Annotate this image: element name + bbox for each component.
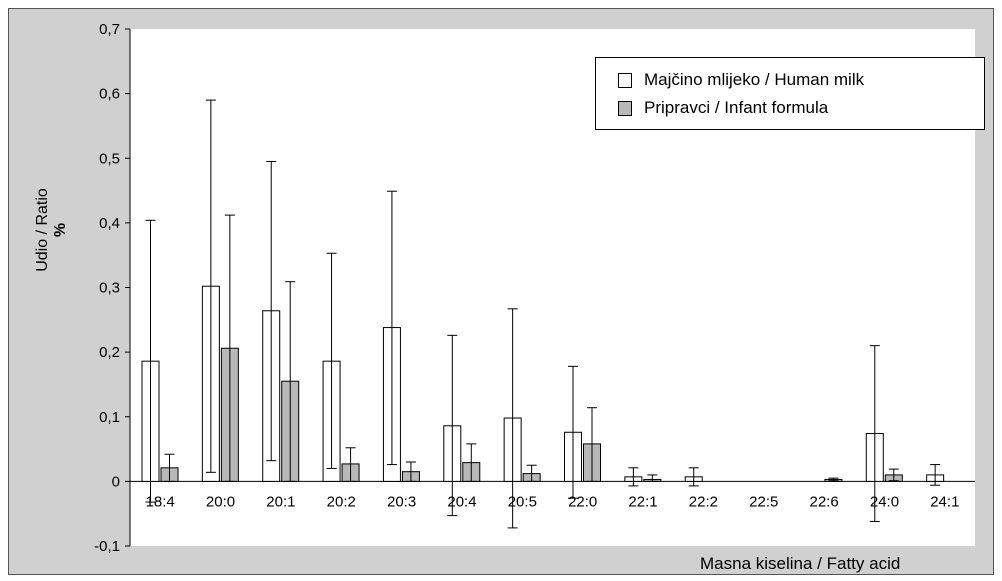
legend-swatch-human-milk — [618, 72, 632, 88]
x-tick-label: 18:4 — [146, 493, 175, 510]
x-tick-label: 20:3 — [387, 493, 416, 510]
legend-label-human-milk: Majčino mlijeko / Human milk — [644, 70, 865, 89]
x-tick-label: 20:2 — [327, 493, 356, 510]
y-tick-label: 0,5 — [99, 150, 120, 167]
legend-label-infant-formula: Pripravci / Infant formula — [644, 98, 829, 117]
x-tick-label: 22:5 — [749, 493, 778, 510]
legend-item-human-milk: Majčino mlijeko / Human milk — [618, 69, 864, 91]
x-tick-label: 22:2 — [689, 493, 718, 510]
x-tick-label: 20:4 — [447, 493, 476, 510]
y-tick-label: 0,1 — [99, 409, 120, 426]
x-axis-label: Masna kiselina / Fatty acid — [700, 554, 901, 573]
y-tick-label: 0,3 — [99, 280, 120, 297]
x-tick-label: 24:0 — [870, 493, 899, 510]
legend-item-infant-formula: Pripravci / Infant formula — [618, 97, 828, 119]
x-tick-label: 20:1 — [266, 493, 295, 510]
x-tick-label: 24:1 — [930, 493, 959, 510]
x-tick-label: 22:0 — [568, 493, 597, 510]
legend: Majčino mlijeko / Human milk Pripravci /… — [595, 57, 985, 130]
x-tick-label: 22:1 — [628, 493, 657, 510]
x-tick-label: 20:5 — [508, 493, 537, 510]
y-tick-label: 0,7 — [99, 21, 120, 38]
y-tick-label: 0,6 — [99, 86, 120, 103]
y-tick-label: -0,1 — [94, 538, 120, 555]
y-axis-label-group: Udio / Ratio % — [34, 160, 70, 300]
legend-swatch-infant-formula — [618, 100, 632, 116]
y-tick-label: 0 — [112, 473, 120, 490]
y-axis-label: Udio / Ratio — [34, 188, 51, 272]
y-tick-label: 0,2 — [99, 344, 120, 361]
x-tick-label: 22:6 — [810, 493, 839, 510]
x-tick-label: 20:0 — [206, 493, 235, 510]
y-axis-unit: % — [52, 222, 69, 238]
y-tick-label: 0,4 — [99, 215, 120, 232]
